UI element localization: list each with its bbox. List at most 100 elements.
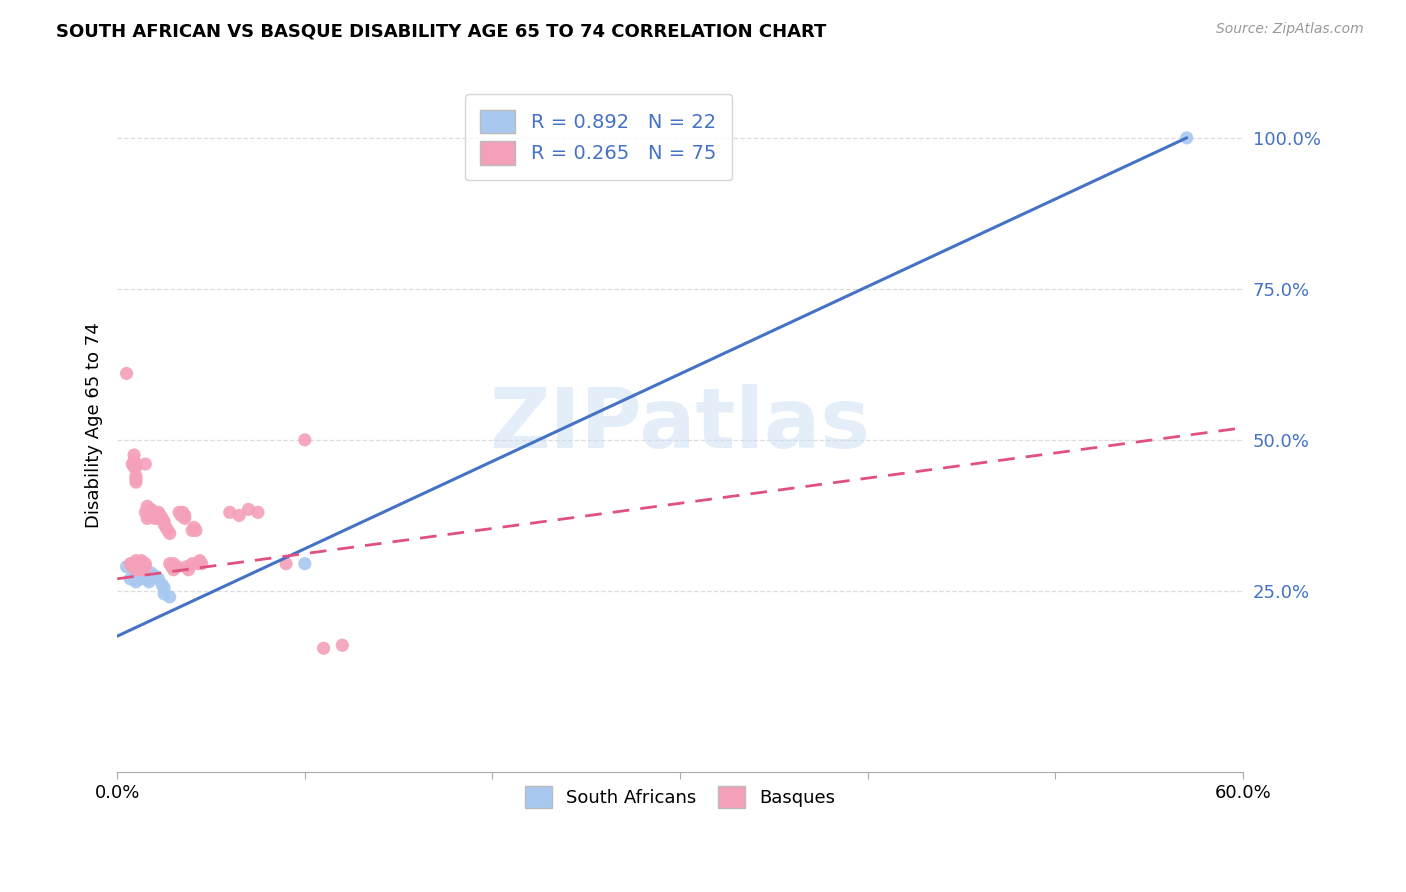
Point [183,520,205,534]
Point [170,508,193,523]
Point [136,500,159,514]
Text: SOUTH AFRICAN VS BASQUE DISABILITY AGE 65 TO 74 CORRELATION CHART: SOUTH AFRICAN VS BASQUE DISABILITY AGE 6… [56,22,827,40]
Point [184,524,207,538]
Point [132,563,155,577]
Point [153,587,176,601]
Point [143,568,166,582]
Point [148,505,170,519]
Point [218,505,240,519]
Point [125,472,148,486]
Point [121,457,143,471]
Point [128,559,150,574]
Point [121,557,143,571]
Point [150,511,173,525]
Point [125,563,148,577]
Point [294,433,316,447]
Point [136,572,159,586]
Point [121,557,143,571]
Point [131,559,153,574]
Point [131,554,153,568]
Legend: South Africans, Basques: South Africans, Basques [517,779,842,815]
Point [148,572,170,586]
Point [122,572,145,586]
Point [134,457,156,471]
Point [142,505,165,519]
Point [159,590,181,604]
Point [190,557,212,571]
Point [162,563,184,577]
Point [132,559,155,574]
Point [134,559,156,574]
Point [125,469,148,483]
Point [149,508,172,523]
Point [134,568,156,582]
Point [143,508,166,523]
Point [160,559,183,574]
Point [312,641,335,656]
Point [125,574,148,589]
Point [159,526,181,541]
Point [134,505,156,519]
Point [176,559,198,574]
Point [134,557,156,571]
Point [330,638,353,652]
Point [128,566,150,580]
Point [173,511,195,525]
Point [143,505,166,519]
Point [143,511,166,525]
Point [139,566,162,580]
Point [148,511,170,525]
Point [136,511,159,525]
Point [172,505,194,519]
Y-axis label: Disability Age 65 to 74: Disability Age 65 to 74 [86,322,103,528]
Point [181,557,204,571]
Point [153,517,176,532]
Point [162,557,184,571]
Point [115,559,138,574]
Point [294,557,316,571]
Point [125,557,148,571]
Point [115,367,138,381]
Point [150,578,173,592]
Point [122,460,145,475]
Point [131,572,153,586]
Point [125,563,148,577]
Point [148,508,170,523]
Point [155,520,177,534]
Point [139,505,162,519]
Point [1175,131,1198,145]
Point [153,581,176,595]
Text: Source: ZipAtlas.com: Source: ZipAtlas.com [1216,22,1364,37]
Point [274,557,297,571]
Point [181,524,204,538]
Point [159,557,181,571]
Point [187,557,209,571]
Point [177,563,200,577]
Point [166,559,188,574]
Point [125,475,148,490]
Point [139,502,162,516]
Point [120,557,142,571]
Point [228,508,250,523]
Point [153,515,176,529]
Point [246,505,269,519]
Point [122,448,145,462]
Point [121,559,143,574]
Point [125,457,148,471]
Text: ZIPatlas: ZIPatlas [489,384,870,466]
Point [131,557,153,571]
Point [188,554,211,568]
Point [128,557,150,571]
Point [125,460,148,475]
Point [120,572,142,586]
Point [122,454,145,468]
Point [125,568,148,582]
Point [128,563,150,577]
Point [138,508,160,523]
Point [173,508,195,523]
Point [125,554,148,568]
Point [138,574,160,589]
Point [125,559,148,574]
Point [167,505,190,519]
Point [238,502,260,516]
